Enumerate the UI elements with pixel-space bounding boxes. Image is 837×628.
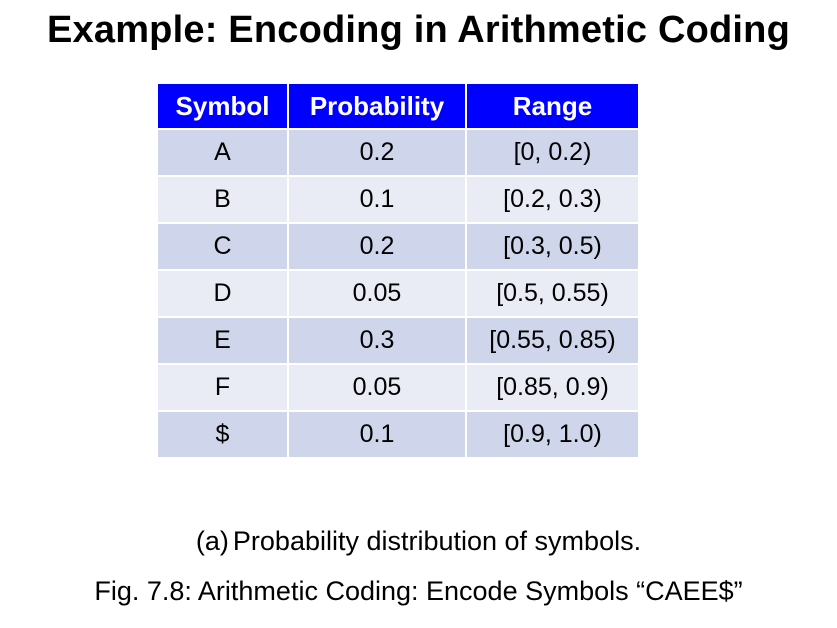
range-cell: [0.5, 0.55) — [465, 269, 640, 318]
probability-cell: 0.2 — [287, 222, 467, 271]
table-row: D 0.05 [0.5, 0.55) — [156, 269, 640, 318]
symbol-cell: C — [156, 222, 289, 271]
table-row: E 0.3 [0.55, 0.85) — [156, 316, 640, 365]
table-header-row: Symbol Probability Range — [156, 82, 640, 130]
probability-cell: 0.1 — [287, 410, 467, 459]
subfigure-caption-text: Probability distribution of symbols. — [232, 526, 642, 556]
symbol-cell: A — [156, 128, 289, 177]
table-row: $ 0.1 [0.9, 1.0) — [156, 410, 640, 459]
table-row: F 0.05 [0.85, 0.9) — [156, 363, 640, 412]
header-symbol: Symbol — [156, 82, 289, 130]
subfigure-label: (a) — [195, 526, 229, 556]
slide-title: Example: Encoding in Arithmetic Coding — [46, 9, 790, 51]
range-cell: [0.85, 0.9) — [465, 363, 640, 412]
symbol-cell: F — [156, 363, 289, 412]
range-cell: [0.55, 0.85) — [465, 316, 640, 365]
probability-cell: 0.05 — [287, 269, 467, 318]
symbol-cell: $ — [156, 410, 289, 459]
probability-table: Symbol Probability Range A 0.2 [0, 0.2) … — [156, 82, 640, 459]
header-range: Range — [465, 82, 640, 130]
range-cell: [0.9, 1.0) — [465, 410, 640, 459]
range-cell: [0.2, 0.3) — [465, 175, 640, 224]
range-cell: [0, 0.2) — [465, 128, 640, 177]
table-row: B 0.1 [0.2, 0.3) — [156, 175, 640, 224]
table-row: A 0.2 [0, 0.2) — [156, 128, 640, 177]
symbol-cell: D — [156, 269, 289, 318]
range-cell: [0.3, 0.5) — [465, 222, 640, 271]
symbol-cell: E — [156, 316, 289, 365]
probability-cell: 0.05 — [287, 363, 467, 412]
subfigure-caption: (a) Probability distribution of symbols. — [0, 524, 837, 558]
symbol-cell: B — [156, 175, 289, 224]
probability-cell: 0.1 — [287, 175, 467, 224]
probability-cell: 0.2 — [287, 128, 467, 177]
probability-cell: 0.3 — [287, 316, 467, 365]
header-probability: Probability — [287, 82, 467, 130]
table-row: C 0.2 [0.3, 0.5) — [156, 222, 640, 271]
figure-caption: Fig. 7.8: Arithmetic Coding: Encode Symb… — [94, 576, 743, 606]
